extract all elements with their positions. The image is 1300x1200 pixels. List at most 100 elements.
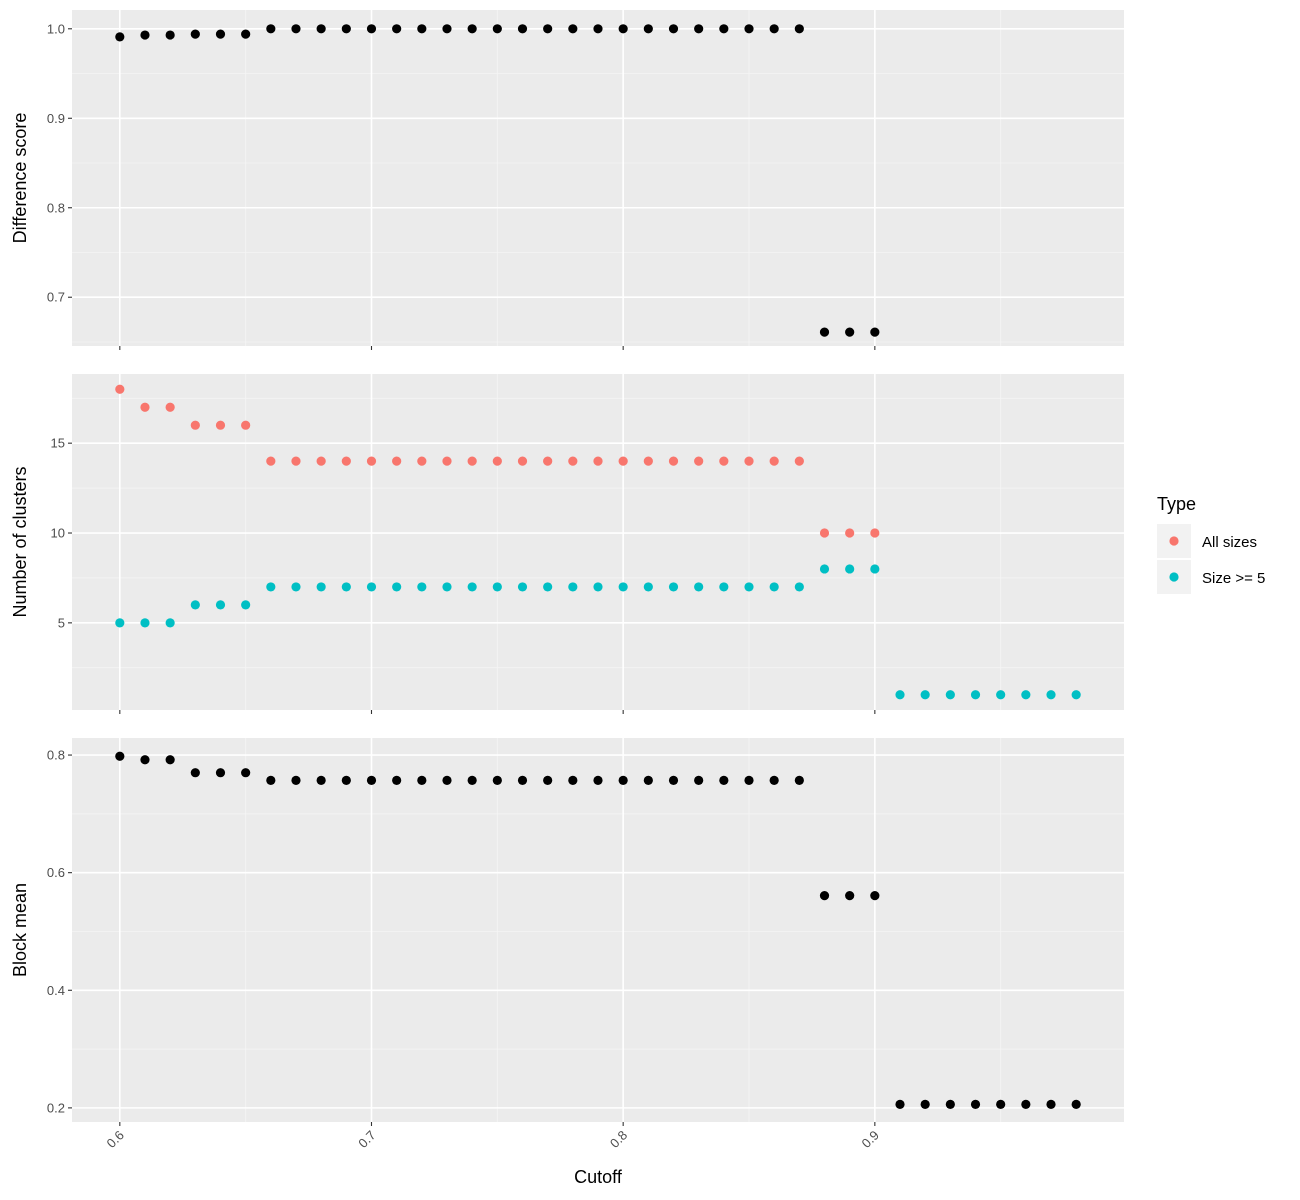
data-point: [190, 420, 200, 430]
data-point: [1046, 690, 1056, 700]
data-point: [845, 890, 855, 901]
data-point: [366, 456, 377, 466]
data-point: [392, 456, 402, 466]
series-0: [115, 751, 1081, 1109]
data-point: [769, 456, 779, 466]
data-point: [543, 775, 553, 785]
legend-label: Size >= 5: [1202, 570, 1265, 587]
data-point: [140, 755, 150, 765]
data-point: [442, 456, 452, 466]
y-tick-label: 0.8: [47, 748, 65, 763]
y-tick-label: 15: [51, 436, 65, 451]
legend-key-point: [1169, 572, 1179, 582]
y-tick-label: 1.0: [47, 21, 65, 36]
data-point: [668, 24, 679, 34]
data-point: [341, 456, 351, 466]
data-point: [543, 582, 553, 592]
data-point: [140, 30, 150, 40]
data-point: [593, 456, 603, 466]
data-point: [140, 402, 150, 412]
data-point: [291, 582, 301, 592]
data-point: [794, 456, 804, 466]
data-point: [115, 618, 125, 628]
data-point: [1021, 1099, 1031, 1109]
y-tick-label: 10: [51, 526, 65, 541]
data-point: [945, 1099, 955, 1109]
data-point: [870, 528, 880, 538]
data-point: [618, 775, 628, 785]
data-point: [392, 582, 402, 592]
data-point: [291, 775, 301, 785]
data-point: [316, 775, 326, 785]
data-point: [417, 582, 427, 592]
data-point: [241, 768, 251, 778]
data-point: [517, 24, 528, 34]
data-point: [945, 690, 955, 700]
data-point: [593, 24, 603, 34]
data-point: [719, 24, 729, 34]
data-point: [442, 24, 452, 34]
data-point: [341, 582, 351, 592]
shared-x-axis: 0.6 0.7 0.8 0.9: [104, 1128, 882, 1151]
data-point: [316, 24, 326, 34]
data-point: [870, 890, 880, 901]
data-point: [769, 775, 779, 785]
data-point: [870, 327, 880, 337]
data-point: [467, 24, 477, 34]
data-point: [618, 24, 628, 34]
data-point: [845, 564, 855, 574]
data-point: [115, 384, 125, 394]
data-point: [442, 775, 452, 785]
data-point: [543, 24, 553, 34]
data-point: [266, 24, 276, 34]
data-point: [417, 775, 427, 785]
data-point: [819, 327, 830, 337]
panel-background: [72, 738, 1124, 1122]
data-point: [266, 775, 276, 785]
data-point: [643, 775, 653, 785]
y-axis-title: Block mean: [10, 883, 30, 977]
data-point: [568, 775, 578, 785]
data-point: [845, 327, 855, 337]
data-point: [568, 582, 578, 592]
data-point: [618, 582, 628, 592]
data-point: [417, 24, 427, 34]
data-point: [668, 582, 679, 592]
data-point: [517, 456, 528, 466]
data-point: [1071, 690, 1081, 700]
y-axis-title: Difference score: [10, 113, 30, 244]
data-point: [140, 618, 150, 628]
y-axis-title: Number of clusters: [10, 466, 30, 617]
legend-label: All sizes: [1202, 534, 1257, 551]
data-point: [1021, 690, 1031, 700]
data-point: [442, 582, 452, 592]
data-point: [970, 1099, 981, 1109]
data-point: [996, 1099, 1006, 1109]
data-point: [719, 775, 729, 785]
data-point: [744, 582, 754, 592]
data-point: [568, 456, 578, 466]
data-point: [744, 456, 754, 466]
series-0: [115, 24, 880, 337]
data-point: [819, 564, 830, 574]
data-point: [266, 456, 276, 466]
data-point: [366, 24, 377, 34]
data-point: [694, 775, 704, 785]
data-point: [819, 528, 830, 538]
panel-top: 0.7 0.8 0.9 1.0 Difference score: [10, 10, 1124, 350]
data-point: [895, 1099, 905, 1109]
data-point: [392, 775, 402, 785]
data-point: [341, 775, 351, 785]
data-point: [517, 582, 528, 592]
data-point: [165, 402, 175, 412]
data-point: [794, 775, 804, 785]
data-point: [190, 600, 200, 610]
data-point: [467, 775, 477, 785]
data-point: [215, 768, 226, 778]
data-point: [744, 24, 754, 34]
data-point: [819, 890, 830, 901]
panels: 0.7 0.8 0.9 1.0 Difference score 5 10 15 Number …: [10, 10, 1124, 1126]
data-point: [266, 582, 276, 592]
data-point: [215, 29, 226, 39]
x-axis-title: Cutoff: [574, 1167, 623, 1187]
